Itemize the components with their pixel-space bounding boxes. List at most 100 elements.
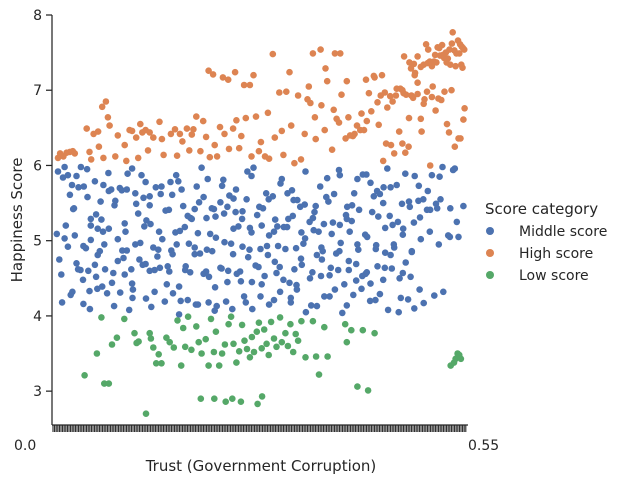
- data-point: [337, 239, 345, 247]
- data-point: [276, 263, 284, 271]
- data-point: [393, 181, 401, 189]
- data-point: [384, 306, 392, 314]
- data-point: [269, 50, 277, 58]
- data-point: [154, 253, 161, 260]
- data-point: [384, 104, 391, 111]
- data-point: [93, 350, 101, 357]
- data-point: [56, 256, 63, 263]
- data-point: [280, 151, 287, 159]
- data-point: [105, 225, 113, 232]
- data-point: [330, 106, 338, 114]
- data-point: [110, 302, 118, 310]
- data-point: [144, 147, 152, 154]
- y-ticks: 3 4 5 6 7 8: [33, 8, 52, 400]
- data-point: [152, 184, 160, 191]
- data-point: [399, 225, 407, 232]
- data-point: [113, 334, 121, 342]
- data-point: [138, 171, 145, 179]
- data-point: [255, 319, 263, 327]
- data-point: [346, 228, 354, 235]
- data-point: [246, 81, 254, 89]
- data-point: [404, 296, 412, 303]
- data-point: [118, 187, 126, 194]
- data-point: [397, 294, 405, 302]
- legend-items: Middle score High score Low score: [486, 224, 607, 284]
- data-point: [232, 208, 239, 216]
- data-point: [360, 126, 368, 134]
- data-point: [438, 41, 446, 49]
- data-point: [77, 163, 85, 171]
- data-point: [172, 171, 180, 179]
- data-point: [447, 61, 454, 68]
- data-point: [240, 293, 248, 300]
- data-point: [155, 246, 162, 253]
- legend-label: High score: [519, 246, 593, 262]
- data-point: [408, 92, 415, 99]
- data-point: [85, 267, 92, 275]
- data-point: [395, 128, 403, 135]
- data-point: [121, 271, 128, 278]
- data-point: [106, 122, 113, 129]
- data-point: [371, 74, 378, 81]
- data-point: [327, 264, 335, 272]
- x-tick-label-last: 0.55: [468, 438, 499, 454]
- data-point: [260, 326, 268, 333]
- legend-marker: [486, 271, 494, 279]
- data-point: [239, 243, 246, 250]
- legend-label: Middle score: [519, 224, 607, 240]
- data-point: [320, 220, 328, 228]
- data-point: [67, 291, 74, 299]
- data-point: [95, 143, 103, 150]
- data-point: [292, 244, 300, 252]
- data-point: [125, 306, 133, 314]
- data-point: [264, 109, 272, 117]
- data-point: [158, 135, 166, 143]
- data-point: [417, 235, 425, 243]
- data-point: [415, 182, 423, 190]
- data-point: [83, 165, 91, 173]
- data-point: [197, 147, 204, 155]
- data-point: [343, 338, 351, 346]
- data-point: [193, 183, 200, 190]
- data-point: [436, 173, 443, 180]
- data-point: [335, 166, 343, 174]
- data-point: [203, 246, 211, 253]
- data-point: [297, 255, 305, 262]
- data-point: [276, 89, 283, 96]
- data-point: [202, 133, 210, 141]
- data-point: [426, 162, 434, 169]
- data-point: [368, 208, 376, 216]
- data-point: [341, 320, 349, 328]
- data-point: [163, 281, 171, 288]
- data-point: [398, 200, 406, 208]
- data-point: [94, 128, 102, 135]
- data-point: [250, 348, 258, 356]
- data-point: [230, 340, 237, 348]
- data-point: [418, 128, 425, 135]
- data-point: [270, 228, 278, 235]
- data-point: [253, 328, 261, 336]
- data-point: [173, 241, 180, 248]
- data-point: [405, 143, 412, 150]
- data-point: [350, 291, 357, 299]
- data-point: [92, 273, 100, 281]
- data-point: [114, 132, 122, 139]
- data-point: [239, 208, 246, 215]
- data-point: [132, 190, 139, 197]
- data-point: [379, 199, 387, 207]
- data-point: [84, 193, 91, 201]
- data-point: [195, 199, 203, 206]
- data-point: [183, 125, 191, 132]
- data-point: [158, 360, 165, 367]
- data-point: [190, 126, 197, 133]
- data-point: [286, 279, 293, 287]
- data-point: [321, 126, 329, 134]
- data-point: [420, 196, 427, 203]
- data-point: [73, 172, 80, 180]
- data-point: [140, 194, 147, 202]
- data-point: [402, 149, 409, 156]
- data-point: [374, 99, 381, 106]
- data-point: [449, 29, 457, 36]
- data-point: [459, 64, 466, 71]
- data-point: [135, 338, 142, 345]
